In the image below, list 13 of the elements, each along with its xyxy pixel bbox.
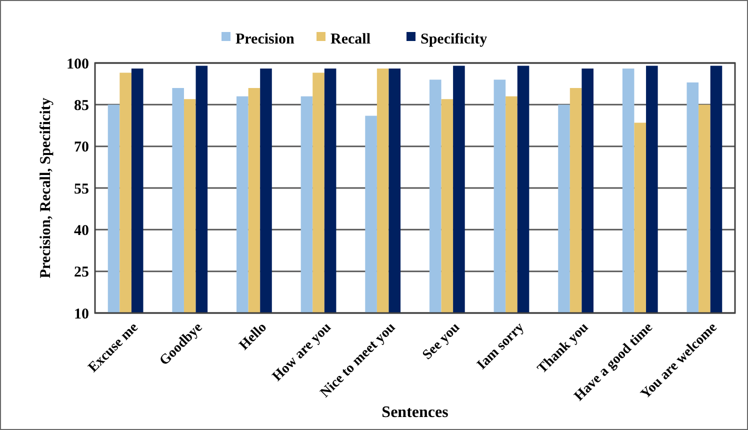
y-tick-label: 40 bbox=[74, 222, 89, 239]
y-axis-title: Precision, Recall, Specificity bbox=[38, 97, 54, 278]
legend-label: Specificity bbox=[420, 31, 488, 48]
y-tick-label: 85 bbox=[74, 98, 89, 114]
y-tick-label: 55 bbox=[74, 181, 89, 198]
y-tick-label: 25 bbox=[74, 264, 89, 281]
y-tick-label: 10 bbox=[74, 306, 89, 322]
y-tick-label: 70 bbox=[74, 140, 89, 156]
x-tick-label: See you bbox=[420, 320, 464, 363]
legend-label: Precision bbox=[236, 31, 296, 48]
legend-label: Recall bbox=[330, 31, 370, 48]
y-tick-label: 100 bbox=[66, 56, 89, 72]
x-axis-title: Sentences bbox=[382, 404, 448, 421]
